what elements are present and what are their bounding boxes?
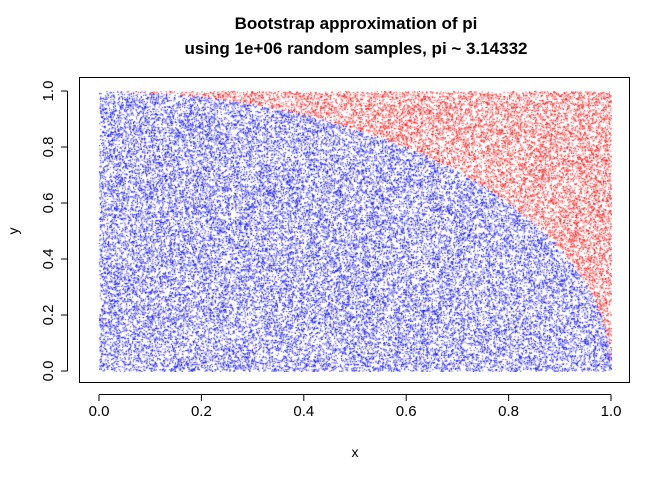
y-tick-labels: 0.0 0.2 0.4 0.6 0.8 1.0: [40, 81, 57, 382]
x-tick-label: 0.2: [191, 403, 212, 420]
y-tick-label: 0.2: [40, 305, 57, 326]
chart-title-line-1: Bootstrap approximation of pi: [235, 14, 478, 33]
y-tick-label: 0.6: [40, 193, 57, 214]
x-tick-labels: 0.0 0.2 0.4 0.6 0.8 1.0: [89, 403, 622, 420]
x-axis: [98, 394, 612, 401]
y-axis: [61, 90, 68, 372]
y-tick-label: 0.0: [40, 361, 57, 382]
x-tick-label: 0.8: [498, 403, 519, 420]
chart-title-line-2: using 1e+06 random samples, pi ~ 3.14332: [184, 39, 527, 58]
y-axis-label: y: [5, 228, 21, 235]
x-axis-label: x: [352, 444, 359, 460]
y-tick-label: 0.8: [40, 137, 57, 158]
x-tick-label: 1.0: [601, 403, 622, 420]
plot-frame: [79, 77, 630, 383]
y-tick-label: 1.0: [40, 81, 57, 102]
x-tick-label: 0.0: [89, 403, 110, 420]
x-tick-label: 0.4: [293, 403, 314, 420]
scatter-point-cloud: [98, 90, 612, 372]
x-tick-label: 0.6: [396, 403, 417, 420]
y-tick-label: 0.4: [40, 249, 57, 270]
scatter-points: [98, 90, 612, 372]
